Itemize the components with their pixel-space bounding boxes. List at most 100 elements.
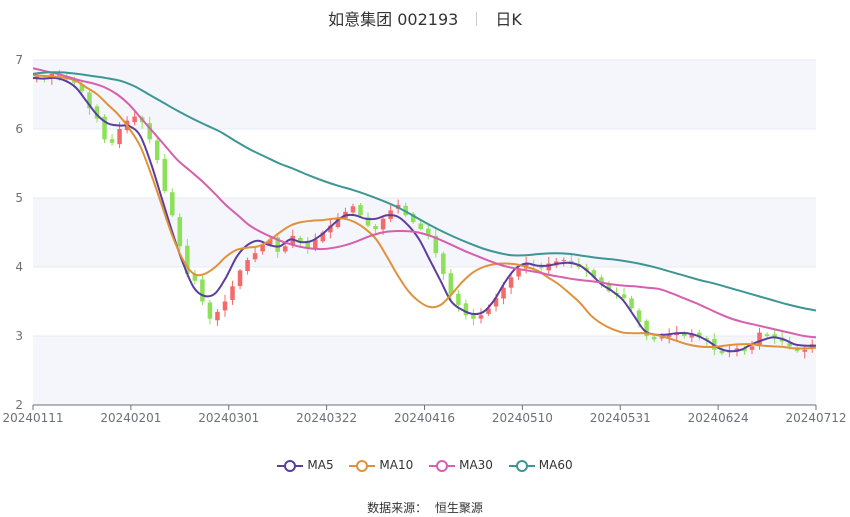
axis-layer: 2 3 4 5 6 7 20240111 20240201 20240301 20240322 20… [2,53,846,425]
y-tick-label: 5 [15,191,23,205]
candle-body [666,334,672,337]
candle-body [313,239,318,249]
x-tick-label: 20240111 [2,411,63,425]
candle-body [380,218,386,230]
legend-label-ma10: MA10 [379,458,414,472]
candle-body [365,217,371,226]
candle-body [456,293,461,305]
candle-body [305,242,311,248]
candle [471,308,476,326]
x-tick-label: 20240301 [198,411,259,425]
candle [230,280,235,305]
legend-item-ma5[interactable]: MA5 [277,458,334,472]
ma-line-ma30 [32,67,817,339]
candle [418,220,423,231]
legend-swatch-ma60 [508,459,535,472]
candle [207,299,213,325]
candle-body [787,343,792,347]
candle-body [252,253,258,260]
candle-body [433,235,439,254]
candle [599,274,604,288]
candle-body [282,246,288,252]
candle-body [644,320,649,336]
candle-body [162,158,168,192]
candle-body [493,298,499,307]
candle-body [94,106,100,119]
legend-swatch-ma30 [429,459,456,472]
candle-body [719,350,725,354]
candle [478,308,484,324]
source-value: 恒生聚源 [434,501,483,515]
candle [358,202,363,218]
candle [697,329,702,341]
candle-body [177,217,183,247]
legend-item-ma30[interactable]: MA30 [429,458,493,472]
candle-body [599,277,604,285]
candle-body [290,235,296,246]
candle [689,329,695,343]
candle-body [260,244,265,252]
candle-body [441,253,446,274]
candle-body [448,273,454,295]
chart-title: 如意集团 002193 日K [0,6,850,30]
source-label: 数据来源： [367,501,428,515]
y-tick-label: 7 [15,53,23,67]
candle-body [358,205,363,216]
candle [192,270,198,285]
candle-body [508,277,514,288]
candle-body [561,260,567,262]
candle-body [350,206,356,213]
candle-body [117,129,122,145]
candle [222,294,228,317]
period-label: 日K [495,10,522,29]
candle-body [681,332,687,336]
legend-item-ma60[interactable]: MA60 [508,458,573,472]
candle [373,224,378,234]
x-tick-label: 20240416 [394,411,455,425]
chart-legend: MA5 MA10 MA30 MA60 [0,458,850,472]
candle [177,213,183,252]
candle [629,295,634,312]
candle-body [57,73,62,78]
legend-item-ma10[interactable]: MA10 [349,458,413,472]
candle [328,219,333,239]
candle [170,188,175,218]
x-tick-label: 20240531 [590,411,651,425]
candle-body [546,263,551,271]
candle-body [147,123,152,140]
candle [350,203,356,216]
candle-body [478,315,484,319]
candle-body [132,116,137,123]
x-tick-label: 20240510 [492,411,553,425]
candle-body [275,237,280,252]
candle-body [538,266,544,269]
candle [719,346,725,356]
candle-body [772,334,777,338]
candle-body [87,92,92,109]
candle [154,135,160,164]
candle [410,211,416,224]
grid-band [33,336,816,405]
candle [200,275,205,306]
stock-name: 如意集团 002193 [328,10,459,29]
candle-body [471,314,476,319]
y-tick-label: 4 [15,260,23,274]
title-separator [476,12,478,26]
candle-body [222,301,228,311]
candle [237,268,243,290]
candle-body [170,192,175,216]
candle [87,90,92,115]
x-tick-label: 20240712 [785,411,846,425]
candle-body [267,239,273,245]
candle [463,299,469,320]
candle-body [426,228,431,236]
candle-body [79,84,85,92]
y-tick-label: 2 [15,398,23,412]
candle [666,328,672,344]
candle [215,308,220,326]
candle-body [516,268,521,277]
candle-body [704,338,710,340]
candle [109,134,115,146]
candle-body [689,334,695,338]
